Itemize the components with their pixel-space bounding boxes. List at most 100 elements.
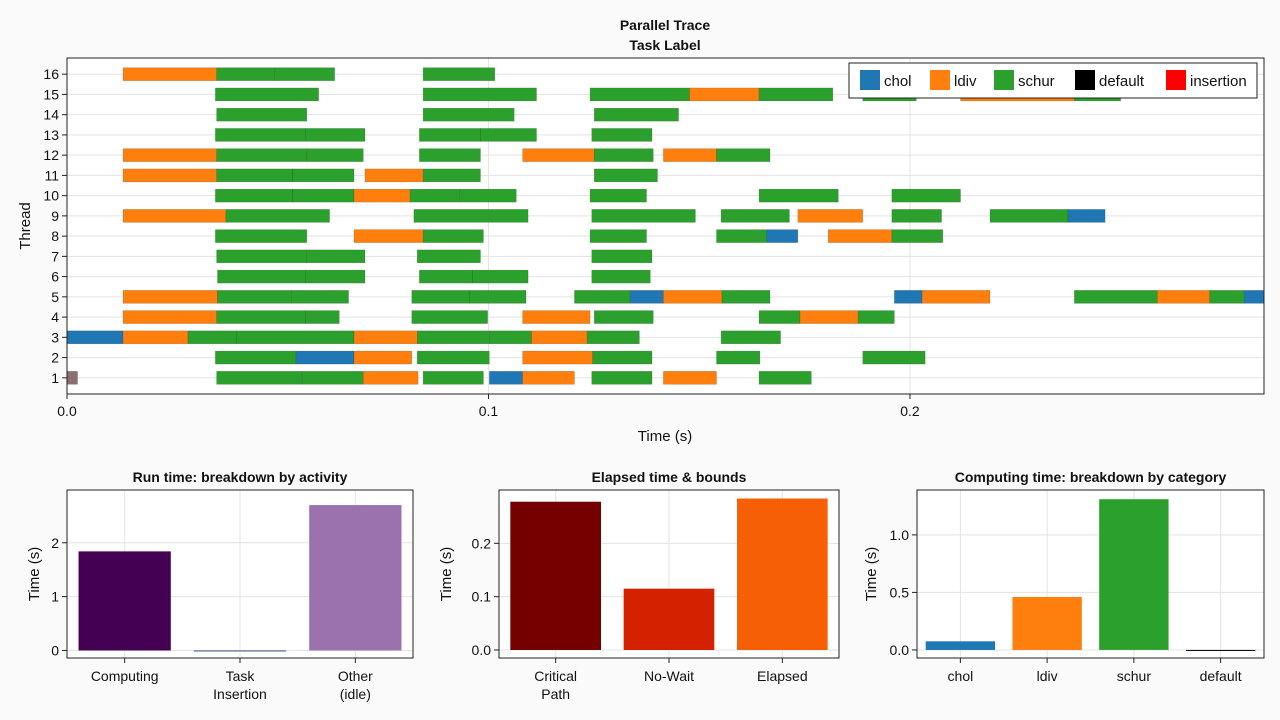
y-tick-label: 0.2 xyxy=(472,535,492,551)
x-tick-label: default xyxy=(1200,668,1242,684)
task-bar-schur xyxy=(409,188,461,203)
task-bar-schur xyxy=(1209,290,1245,304)
bar-plot-area xyxy=(917,490,1264,658)
task-bar-ldiv xyxy=(797,209,864,223)
task-bar-chol xyxy=(1067,209,1106,223)
bar-y-label: Time (s) xyxy=(863,547,880,601)
x-tick-label: Critical Path xyxy=(534,668,577,702)
task-bar-schur xyxy=(217,269,306,284)
y-tick-label: 0 xyxy=(51,642,59,658)
task-bar-schur xyxy=(489,330,532,345)
y-tick-label: 1 xyxy=(51,589,59,605)
y-tick-label: 9 xyxy=(51,208,59,224)
task-bar-schur xyxy=(290,290,349,304)
task-bar-schur xyxy=(215,229,308,243)
task-bar-schur xyxy=(306,148,364,162)
task-bar-chol xyxy=(489,371,523,385)
y-tick-label: 1 xyxy=(51,370,59,386)
task-bar-schur xyxy=(716,148,771,162)
bar-y-label: Time (s) xyxy=(26,547,43,601)
task-bar-schur xyxy=(216,310,306,324)
task-bar-schur xyxy=(292,168,355,183)
task-bar-schur xyxy=(594,107,679,122)
task-bar-ldiv xyxy=(663,371,717,385)
task-bar-schur xyxy=(305,128,366,142)
bar-schur xyxy=(1099,499,1169,650)
bar-chol xyxy=(925,641,996,650)
task-bar-schur xyxy=(758,188,839,203)
task-bar-schur xyxy=(301,371,364,385)
task-bar-schur xyxy=(422,87,537,102)
task-bar-ldiv xyxy=(689,87,760,102)
gantt-x-ticks: 0.0 0.1 0.2 xyxy=(57,394,920,419)
x-tick-label: ldiv xyxy=(1037,668,1058,684)
y-tick-label: 8 xyxy=(51,228,59,244)
elapsed-time-chart: Elapsed time & bounds 0.0 0.1 0.2 Critical Pa… xyxy=(438,469,840,702)
task-bar-schur xyxy=(589,87,690,102)
task-bar-schur xyxy=(589,188,647,203)
x-tick-label: No-Wait xyxy=(644,668,694,684)
task-bar-schur xyxy=(216,371,303,385)
x-tick-label: Elapsed xyxy=(757,668,808,684)
x-tick-label: Computing xyxy=(91,668,159,684)
task-bar-ldiv xyxy=(353,350,413,365)
task-bar-schur xyxy=(716,350,761,365)
task-bar-schur xyxy=(594,168,658,183)
task-bar-schur xyxy=(236,330,355,345)
task-bar-schur xyxy=(216,107,308,122)
y-tick-label: 6 xyxy=(51,269,59,285)
task-bar-ldiv xyxy=(531,330,588,345)
y-tick-label: 15 xyxy=(43,86,59,102)
task-bar-schur xyxy=(591,128,653,142)
bar-no_wait xyxy=(623,588,715,650)
task-bar-chol xyxy=(295,350,355,365)
y-tick-label: 2 xyxy=(51,350,59,366)
bar-elapsed xyxy=(737,498,828,650)
y-tick-label: 2 xyxy=(51,535,59,551)
task-bar-ldiv xyxy=(122,290,218,304)
y-tick-label: 12 xyxy=(43,147,59,163)
task-bar-schur xyxy=(574,290,631,304)
task-bar-chol xyxy=(766,229,799,243)
task-bar-chol xyxy=(629,290,664,304)
task-bar-schur xyxy=(758,87,834,102)
task-bar-ldiv xyxy=(122,310,217,324)
legend-swatch-ldiv xyxy=(930,70,950,90)
legend-label-schur: schur xyxy=(1018,73,1055,90)
y-tick-label: 10 xyxy=(43,188,59,204)
task-bar-schur xyxy=(305,310,340,324)
task-bar-schur xyxy=(592,350,653,365)
y-tick-label: 0.0 xyxy=(890,642,910,658)
task-bar-ldiv xyxy=(122,67,217,81)
task-bar-schur xyxy=(472,269,529,284)
task-bar-schur xyxy=(758,371,812,385)
task-bar-schur xyxy=(216,148,308,162)
task-bar-ldiv xyxy=(663,148,717,162)
legend-swatch-insertion xyxy=(1166,70,1186,90)
x-tick-label: schur xyxy=(1117,668,1152,684)
task-bar-schur xyxy=(225,209,330,223)
bar-other_idle xyxy=(309,505,402,651)
bar-critical_path xyxy=(510,501,601,650)
task-bar-schur xyxy=(411,310,488,324)
task-bar-schur xyxy=(591,371,653,385)
gantt-subtitle: Task Label xyxy=(629,37,700,53)
task-bar-schur xyxy=(419,148,481,162)
task-bar-ldiv xyxy=(353,229,424,243)
legend-swatch-chol xyxy=(860,70,880,90)
task-bar-schur xyxy=(862,350,926,365)
task-bar-schur xyxy=(720,330,781,345)
task-bar-ldiv xyxy=(522,350,593,365)
task-bar-schur xyxy=(216,168,293,183)
x-tick-label: 0.0 xyxy=(57,403,77,419)
legend-box xyxy=(848,62,1258,99)
task-bar-schur xyxy=(480,128,537,142)
run-time-chart: Run time: breakdown by activity 0 1 2 Comput… xyxy=(26,469,414,702)
bar-task_insertion xyxy=(193,650,287,652)
task-bar-schur xyxy=(589,229,647,243)
task-bar-schur xyxy=(721,290,771,304)
legend-swatch-schur xyxy=(994,70,1014,90)
task-bar-schur xyxy=(422,229,484,243)
x-tick-label: Task Insertion xyxy=(213,668,267,702)
